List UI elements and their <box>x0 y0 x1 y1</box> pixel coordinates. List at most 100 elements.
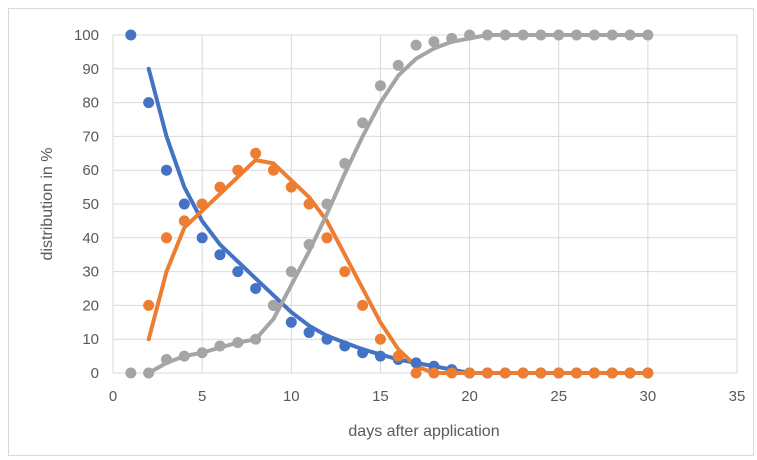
series-3-point <box>446 32 458 44</box>
series-2-point <box>606 367 618 379</box>
x-tick-label: 25 <box>550 388 567 405</box>
series-2-point <box>321 232 333 244</box>
series-points <box>125 29 654 379</box>
series-1-point <box>321 333 333 345</box>
series-2-point <box>624 367 636 379</box>
series-1-point <box>214 249 226 261</box>
x-tick-label: 0 <box>109 388 117 405</box>
series-2-point <box>357 299 369 311</box>
series-2-point <box>464 367 476 379</box>
series-3-point <box>392 59 404 71</box>
series-3-point <box>464 29 476 41</box>
series-2-point <box>428 367 440 379</box>
series-1-point <box>374 350 386 362</box>
series-2-point <box>392 350 404 362</box>
series-2-point <box>267 164 279 176</box>
series-3-point <box>517 29 529 41</box>
series-1-point <box>178 198 190 210</box>
series-3-point <box>125 367 137 379</box>
series-1-point <box>357 347 369 359</box>
series-2-point <box>410 367 422 379</box>
series-3-point <box>160 353 172 365</box>
series-3-point <box>374 80 386 92</box>
series-1-point <box>125 29 137 41</box>
series-3-point <box>285 266 297 278</box>
series-2-point <box>339 266 351 278</box>
y-tick-label: 70 <box>82 128 99 145</box>
series-3-point <box>196 347 208 359</box>
series-3-point <box>481 29 493 41</box>
series-3-point <box>143 367 155 379</box>
x-tick-label: 20 <box>461 388 478 405</box>
series-2-point <box>553 367 565 379</box>
series-3-point <box>553 29 565 41</box>
series-3-point <box>232 337 244 349</box>
series-2-point <box>588 367 600 379</box>
x-tick-label: 30 <box>640 388 657 405</box>
y-tick-labels: 0 10 20 30 40 50 60 70 80 90 100 <box>74 27 99 382</box>
series-3-trend-line <box>146 33 650 375</box>
series-2-point <box>499 367 511 379</box>
series-3-point <box>428 36 440 48</box>
series-1-point <box>303 326 315 338</box>
series-2-point <box>160 232 172 244</box>
series-3-point <box>499 29 511 41</box>
series-1-point <box>410 357 422 369</box>
y-tick-label: 10 <box>82 331 99 348</box>
series-2-point <box>642 367 654 379</box>
y-tick-label: 90 <box>82 61 99 78</box>
series-2-point <box>374 333 386 345</box>
series-2-point <box>446 367 458 379</box>
y-tick-label: 50 <box>82 196 99 213</box>
x-tick-label: 15 <box>372 388 389 405</box>
series-2-point <box>303 198 315 210</box>
series-3-point <box>624 29 636 41</box>
series-3-point <box>303 239 315 251</box>
series-3-point <box>588 29 600 41</box>
series-1-point <box>196 232 208 244</box>
x-tick-labels: 0 5 10 15 20 25 30 35 <box>109 388 746 405</box>
series-3-point <box>214 340 226 352</box>
y-tick-label: 60 <box>82 162 99 179</box>
series-3-point <box>178 350 190 362</box>
y-axis-title: distribution in % <box>39 148 56 261</box>
x-tick-label: 35 <box>729 388 746 405</box>
y-tick-label: 100 <box>74 27 99 44</box>
series-3-point <box>571 29 583 41</box>
series-2-point <box>214 181 226 193</box>
series-2-point <box>535 367 547 379</box>
y-tick-label: 40 <box>82 230 99 247</box>
series-3-point <box>250 333 262 345</box>
x-axis-title: days after application <box>348 423 499 440</box>
series-2-trend-line <box>146 158 650 375</box>
series-2-point <box>196 198 208 210</box>
series-3-point <box>357 117 369 129</box>
y-tick-label: 0 <box>91 365 99 382</box>
series-3-point <box>606 29 618 41</box>
series-1-point <box>232 266 244 278</box>
x-tick-label: 10 <box>283 388 300 405</box>
series-2-point <box>571 367 583 379</box>
x-tick-label: 5 <box>198 388 206 405</box>
series-1-point <box>250 283 262 294</box>
series-2-point <box>250 147 262 159</box>
series-2-point <box>481 367 493 379</box>
series-2-point <box>517 367 529 379</box>
series-3-point <box>410 39 422 51</box>
series-2-point <box>285 181 297 193</box>
series-2-point <box>232 164 244 176</box>
y-tick-label: 80 <box>82 95 99 112</box>
series-1-point <box>339 340 351 352</box>
series-3-point <box>535 29 547 41</box>
series-2-point <box>178 215 190 227</box>
y-tick-label: 20 <box>82 297 99 314</box>
y-tick-label: 30 <box>82 264 99 281</box>
series-3-point <box>321 198 333 210</box>
series-1-point <box>285 316 297 328</box>
series-1-point <box>143 97 155 109</box>
series-2-point <box>143 299 155 311</box>
series-1-point <box>160 164 172 176</box>
series-3-point <box>339 157 351 169</box>
series-3-point <box>642 29 654 41</box>
